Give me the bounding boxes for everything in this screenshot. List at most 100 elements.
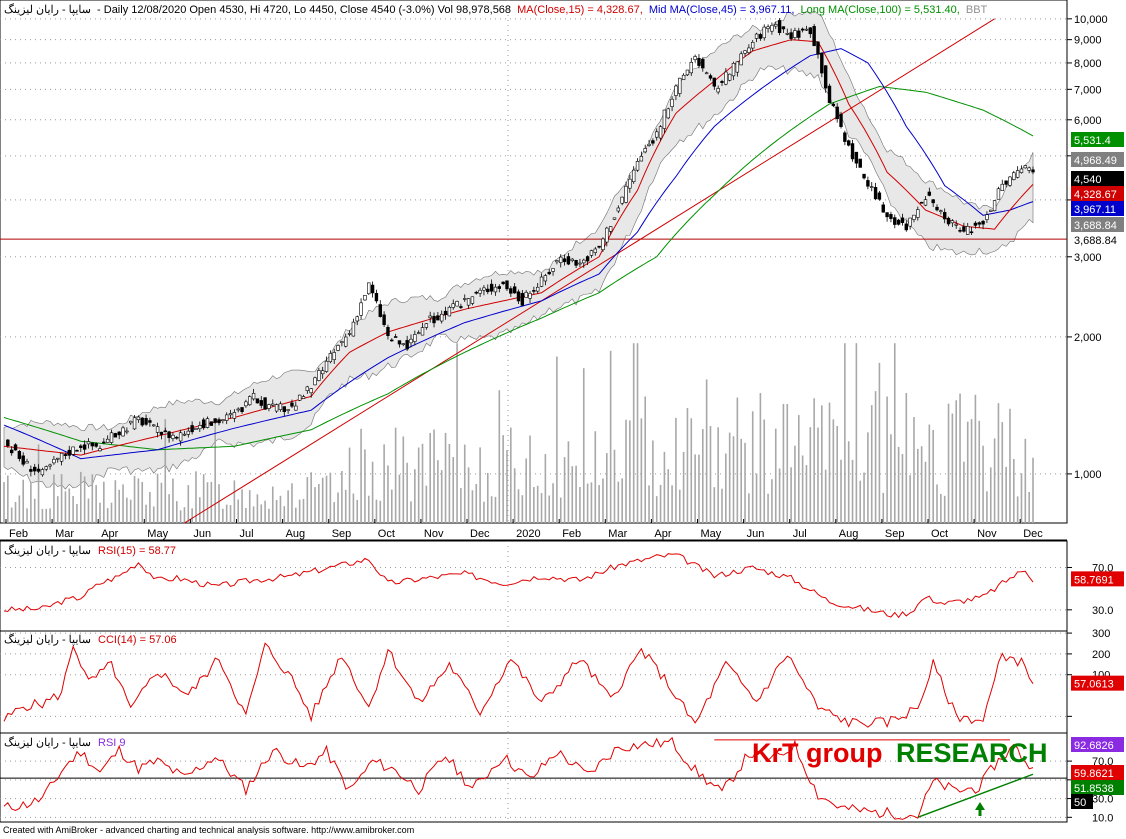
volume-bar	[295, 507, 297, 523]
volume-bar	[567, 441, 570, 523]
volume-bar	[91, 474, 94, 523]
volume-bar	[360, 428, 362, 523]
candle-body	[86, 441, 91, 445]
candle	[969, 226, 974, 236]
volume-bar	[344, 489, 347, 523]
candle-body	[628, 178, 632, 189]
candle-body	[839, 113, 843, 127]
volume-bar	[982, 445, 984, 523]
candle	[816, 41, 820, 59]
candle	[259, 396, 263, 409]
candle-body	[916, 209, 920, 218]
volume-bar	[237, 499, 240, 523]
candle	[75, 449, 79, 452]
candle	[9, 446, 14, 456]
volume-bar	[1020, 473, 1023, 523]
candle	[804, 25, 809, 32]
candle	[205, 416, 210, 429]
candle	[585, 255, 590, 266]
y-tick-label: 30.0	[1092, 605, 1113, 617]
candle	[889, 211, 893, 223]
candle	[186, 427, 190, 438]
volume-bar	[855, 343, 858, 523]
candle	[904, 220, 908, 232]
candle-body	[781, 26, 786, 30]
candle	[363, 295, 367, 301]
candle	[958, 227, 962, 233]
candle-body	[620, 196, 624, 204]
volume-bar	[917, 448, 919, 523]
volume-bar	[794, 445, 796, 523]
candle	[359, 298, 363, 320]
x-tick-label: Sep	[885, 528, 905, 540]
candle	[516, 289, 521, 304]
x-tick-label: Apr	[101, 528, 118, 540]
candle-body	[144, 418, 148, 425]
volume-bar	[694, 454, 696, 523]
candle-body	[674, 85, 678, 96]
volume-bar	[329, 472, 332, 523]
candle	[992, 200, 997, 212]
candle-body	[804, 28, 809, 31]
candle	[981, 219, 985, 230]
candle-body	[56, 457, 60, 460]
candle	[1015, 166, 1020, 179]
volume-bar	[195, 471, 197, 523]
candle-body	[658, 126, 663, 139]
volume-bar	[448, 444, 451, 523]
candle-body	[224, 414, 229, 421]
volume-bar	[824, 469, 827, 523]
rsi9-value-label: 92.6826	[1074, 740, 1114, 752]
candle	[44, 465, 48, 472]
candle-body	[159, 431, 164, 435]
candle-body	[1031, 169, 1035, 173]
volume-bar	[210, 481, 213, 523]
volume-bar	[268, 508, 270, 523]
candle-body	[923, 199, 928, 206]
candle	[708, 73, 713, 81]
candle-body	[148, 420, 152, 423]
volume-bar	[598, 485, 600, 523]
candle-body	[117, 431, 121, 436]
volume-bar	[298, 499, 301, 523]
candle	[989, 209, 993, 213]
x-tick-label: Sep	[332, 528, 352, 540]
y-tick-label: 2,000	[1074, 332, 1102, 344]
candle-body	[655, 131, 659, 138]
candle-body	[831, 103, 836, 106]
volume-bar	[367, 495, 370, 523]
candle	[850, 139, 855, 162]
volume-bar	[552, 483, 554, 523]
candle	[198, 421, 202, 433]
candle	[48, 463, 52, 470]
candle	[59, 452, 64, 466]
candle-body	[685, 69, 690, 76]
volume-bar	[233, 480, 236, 523]
candle	[21, 452, 25, 467]
volume-bar	[621, 478, 623, 523]
volume-bar	[625, 419, 627, 523]
volume-bar	[740, 438, 742, 523]
volume-bar	[30, 483, 32, 523]
volume-bar	[901, 454, 904, 523]
candle-body	[94, 443, 98, 447]
candle	[685, 69, 690, 77]
volume-bar	[590, 482, 593, 523]
volume-bar	[483, 501, 485, 523]
volume-bar	[318, 483, 320, 523]
volume-bar	[475, 483, 478, 523]
candle	[712, 77, 717, 90]
candle	[255, 398, 260, 404]
candle-body	[305, 386, 310, 391]
volume-bar	[805, 465, 808, 523]
candle	[720, 79, 724, 86]
candle	[562, 254, 567, 266]
volume-bar	[832, 419, 835, 523]
candle-body	[240, 407, 244, 412]
candle	[635, 158, 640, 172]
candle-body	[320, 370, 325, 375]
candle	[870, 182, 874, 192]
candle	[927, 187, 932, 197]
volume-bar	[951, 413, 954, 523]
candle	[758, 32, 763, 41]
